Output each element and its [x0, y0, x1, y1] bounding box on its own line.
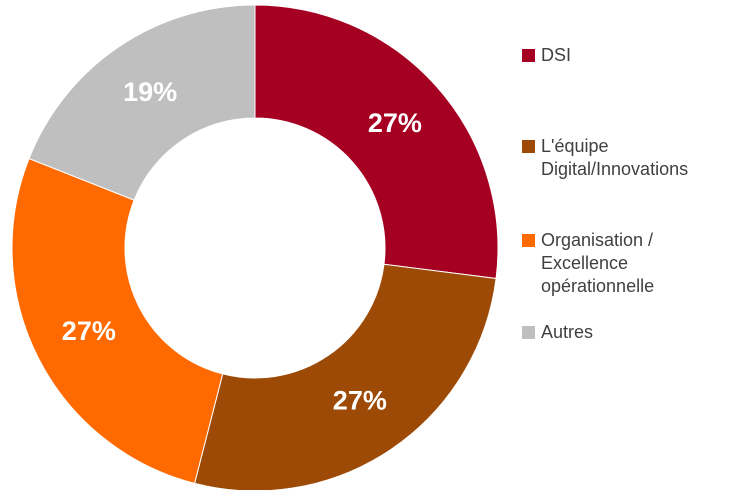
- data-label: 27%: [62, 316, 116, 346]
- slice: [254, 4, 499, 280]
- slice: [28, 4, 256, 201]
- legend-item: Autres: [522, 321, 726, 344]
- legend-label: Autres: [541, 322, 594, 342]
- legend-swatch: [522, 326, 535, 339]
- legend-label: Organisation / Excellence opérationnelle: [541, 230, 655, 296]
- legend-item: Organisation / Excellence opérationnelle: [522, 229, 726, 298]
- chart: 27% 27% 27% 19%: [11, 4, 499, 490]
- legend-swatch: [522, 49, 535, 62]
- slice: [11, 157, 224, 484]
- legend-item: DSI: [522, 44, 726, 67]
- data-label: 27%: [368, 108, 422, 138]
- data-label: 19%: [123, 77, 177, 107]
- slice: [193, 263, 497, 490]
- data-label: 27%: [333, 385, 387, 415]
- legend-swatch: [522, 234, 535, 247]
- legend-label: L'équipe Digital/Innovations: [541, 136, 689, 179]
- legend-label: DSI: [541, 45, 572, 65]
- legend-item: L'équipe Digital/Innovations: [522, 135, 726, 181]
- legend-swatch: [522, 140, 535, 153]
